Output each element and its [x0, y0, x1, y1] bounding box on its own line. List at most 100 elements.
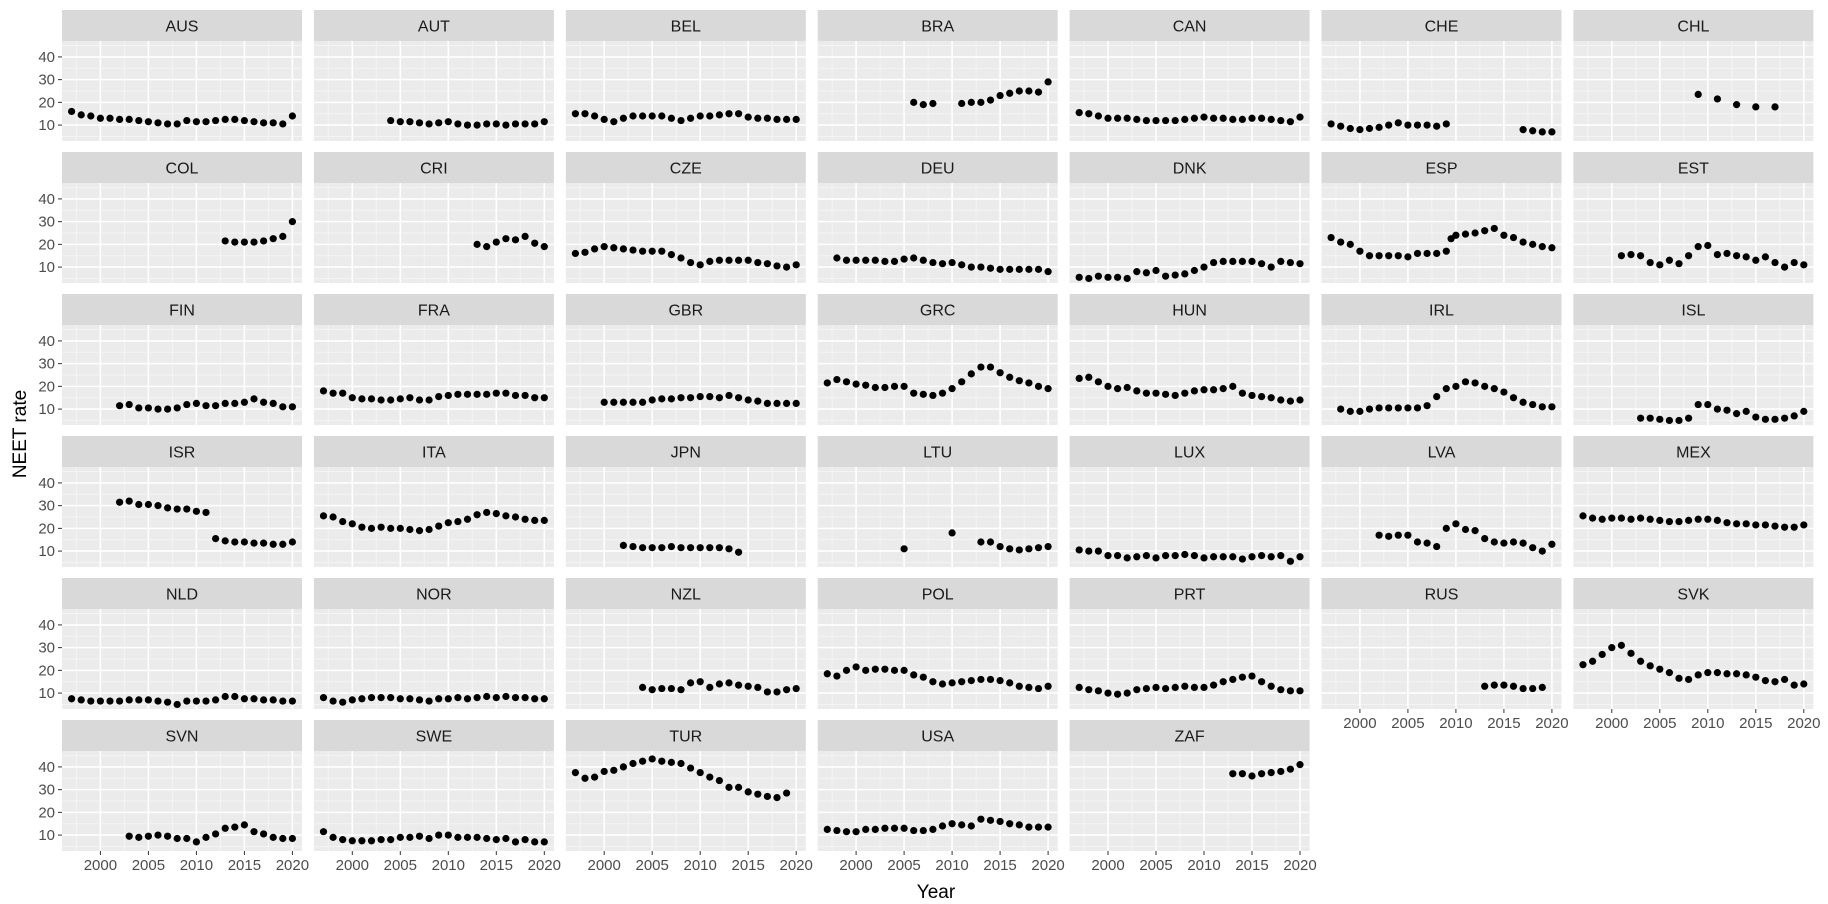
y-tick-label: 10 [38, 543, 55, 560]
data-point [1538, 683, 1546, 692]
data-point [1258, 552, 1266, 560]
data-point [1190, 683, 1198, 692]
facet-label: GBR [668, 303, 703, 320]
facet-strip [1069, 578, 1310, 609]
data-point [377, 836, 385, 844]
data-point [269, 235, 277, 243]
x-tick-label: 2015 [480, 857, 513, 874]
data-point [415, 832, 424, 840]
data-point [1656, 516, 1664, 525]
data-point [144, 118, 152, 126]
data-point [212, 402, 220, 410]
data-point [783, 686, 791, 694]
data-point [1752, 673, 1760, 681]
data-point [986, 96, 995, 104]
y-tick-label: 10 [38, 259, 55, 276]
data-point [1044, 823, 1052, 831]
data-point [687, 679, 695, 687]
x-tick-label: 2015 [1739, 715, 1772, 732]
data-point [1238, 770, 1246, 778]
data-point [250, 539, 258, 547]
data-point [706, 773, 714, 781]
data-point [744, 788, 752, 796]
data-point [910, 389, 918, 397]
data-point [1075, 683, 1083, 692]
data-point [1277, 116, 1285, 125]
data-point [591, 773, 599, 781]
x-tick-label: 2015 [1235, 857, 1268, 874]
data-point [483, 390, 491, 398]
data-point [212, 116, 220, 125]
data-point [744, 113, 752, 121]
x-tick-label: 2015 [732, 857, 765, 874]
data-point [1286, 687, 1294, 695]
data-point [1509, 394, 1518, 402]
data-point [1538, 128, 1546, 136]
data-point [1171, 552, 1179, 560]
data-point [610, 118, 618, 126]
data-point [221, 824, 229, 832]
data-point [687, 544, 695, 552]
data-point [521, 120, 529, 128]
data-point [1723, 406, 1731, 414]
data-point [852, 380, 860, 388]
data-point [890, 824, 899, 832]
data-point [1452, 231, 1460, 239]
data-point [1006, 373, 1014, 381]
data-point [1548, 128, 1556, 136]
facet-panel-ita: ITA [313, 436, 554, 567]
data-point [1123, 383, 1131, 392]
data-point [667, 758, 676, 766]
facet-label: ITA [422, 445, 446, 462]
data-point [725, 679, 733, 687]
data-point [1210, 386, 1218, 394]
data-point [1490, 224, 1498, 233]
data-point [715, 111, 724, 119]
data-point [279, 540, 287, 548]
facet-panel-cze: CZE [565, 152, 806, 283]
data-point [1152, 554, 1160, 562]
facet-strip [1573, 436, 1814, 467]
data-point [1094, 378, 1102, 386]
data-point [744, 396, 752, 404]
data-point [1238, 673, 1246, 681]
data-point [1617, 514, 1625, 522]
data-point [348, 696, 356, 704]
data-point [1752, 103, 1760, 111]
data-point [1006, 265, 1014, 273]
data-point [735, 783, 743, 791]
data-point [823, 670, 831, 678]
facet-label: AUS [166, 19, 199, 36]
facet-strip [817, 578, 1058, 609]
data-point [125, 115, 133, 124]
data-point [183, 834, 191, 843]
data-point [919, 256, 927, 264]
data-point [783, 789, 791, 797]
data-point [938, 389, 947, 397]
data-point [1742, 520, 1750, 528]
facet-panel-aus: AUS [62, 10, 302, 141]
data-point [463, 695, 472, 703]
data-point [348, 837, 356, 845]
data-point [1519, 539, 1527, 547]
data-point [783, 115, 791, 124]
facet-panel-usa: USA [817, 720, 1058, 851]
y-tick-label: 20 [38, 236, 55, 253]
data-point [202, 697, 210, 705]
facet-label: BEL [671, 19, 701, 36]
y-tick-label: 20 [38, 520, 55, 537]
data-point [1771, 415, 1779, 423]
data-point [483, 508, 491, 517]
data-point [192, 507, 200, 515]
data-point [288, 697, 296, 705]
data-point [890, 382, 899, 390]
data-point [1423, 402, 1431, 410]
data-point [977, 363, 985, 371]
data-point [192, 399, 200, 408]
data-point [754, 790, 762, 798]
data-point [1761, 521, 1769, 529]
data-point [1394, 252, 1402, 260]
data-point [1162, 272, 1170, 280]
data-point [1579, 661, 1587, 669]
data-point [435, 695, 443, 703]
